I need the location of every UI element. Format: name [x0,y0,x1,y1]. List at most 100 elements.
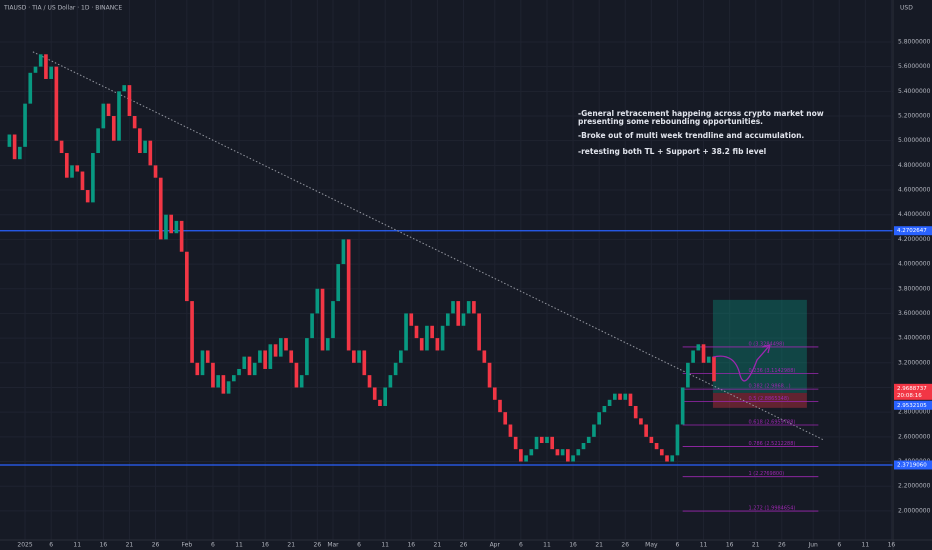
y-tick-label: 5.6000000 [898,63,931,70]
candle [419,338,424,351]
candle [404,313,408,351]
candle [539,436,544,444]
y-tick-label: 4.6000000 [898,187,931,194]
candle [7,134,12,147]
candle [498,399,502,413]
candle [378,399,382,406]
currency: USD [900,5,913,12]
x-tick-label: 6 [676,542,680,549]
x-tick-label: 11 [543,542,551,549]
x-tick-label: 16 [569,542,577,549]
y-tick-label: 5.4000000 [898,88,931,95]
candle [85,190,90,203]
candle [169,214,174,234]
candle [560,449,565,456]
x-tick-label: 21 [126,542,134,549]
y-tick-label: 2.8000000 [898,409,931,416]
candle [320,288,325,351]
candle [519,449,523,462]
candle [701,344,706,363]
candle [132,115,137,129]
candle [59,140,64,154]
candle [461,313,466,326]
candle [179,220,184,252]
projection-arrow [712,344,771,382]
candle [482,350,487,363]
candle [425,325,429,351]
x-tick-label: 21 [595,542,603,549]
candle [592,424,596,437]
axes: 2.00000002.20000002.40000002.60000002.80… [17,38,932,549]
plot: 0 (3.3284498) 0.236 (3.1142988) 0.382 (2.9… [0,51,893,512]
candle [211,362,215,388]
candle [18,146,22,160]
candle [284,338,288,351]
candle [487,362,492,388]
candle [466,301,471,314]
y-tick-label: 4.2000000 [898,236,931,243]
x-tick-label: 11 [700,542,708,549]
candle [158,177,163,240]
candle [435,338,440,351]
candle [409,313,414,326]
candle [190,301,194,363]
x-tick-label: 16 [261,542,269,549]
price-tag-label: 2.3719060 [897,462,927,468]
candle [216,375,220,388]
candle [75,165,80,172]
candle [185,251,189,302]
candle [367,375,372,388]
x-tick-label: 16 [726,542,734,549]
chart-title: TIAUSD · TIA / US Dollar · 1D · BINANCE [3,5,122,12]
candle [117,91,121,141]
candle [670,455,675,462]
candle [607,399,612,406]
candle [571,455,575,462]
candle [352,350,356,363]
candle [451,301,455,314]
y-tick-label: 4.8000000 [898,162,931,169]
candle [268,344,273,369]
y-tick-label: 2.6000000 [898,433,931,440]
candle [492,387,497,400]
candle [237,368,241,376]
x-tick-label: 26 [460,542,468,549]
x-tick-label: 26 [778,542,786,549]
x-tick-label: 26 [621,542,629,549]
price-tag-label: 2.9532105 [897,403,927,409]
candle [174,220,179,234]
candle [440,325,445,351]
x-tick-label: 11 [381,542,389,549]
annotation: -General retracement happeing across cry… [578,109,824,126]
candle [665,455,669,462]
candle [696,344,701,351]
candle [680,387,685,425]
candle [106,103,111,116]
candle [148,140,153,166]
candle [503,412,508,425]
candle [529,449,534,456]
x-tick-label: Mar [327,542,339,549]
candle [122,85,127,92]
fib-label: 0 (3.3284498) [749,341,785,347]
y-tick-label: 4.0000000 [898,261,931,268]
candle [12,134,17,160]
x-tick-label: Feb [182,542,193,549]
x-tick-label: May [645,542,658,549]
candle [221,375,226,394]
candle [659,449,664,456]
fib-label: 1 (2.2769800) [749,471,785,477]
candle [513,436,518,450]
candle [524,455,528,462]
grid [0,0,893,540]
fib-label: 0.236 (3.1142988) [749,368,796,374]
candle [430,325,434,339]
candle [623,393,628,400]
fib-label: 0.5 (2.8865348) [749,396,790,402]
candle [278,338,283,357]
fib-label: 0.618 (2.6959788) [749,419,796,425]
countdown: 20:08:16 [897,393,922,399]
candle [70,165,74,178]
y-tick-label: 4.4000000 [898,211,931,218]
